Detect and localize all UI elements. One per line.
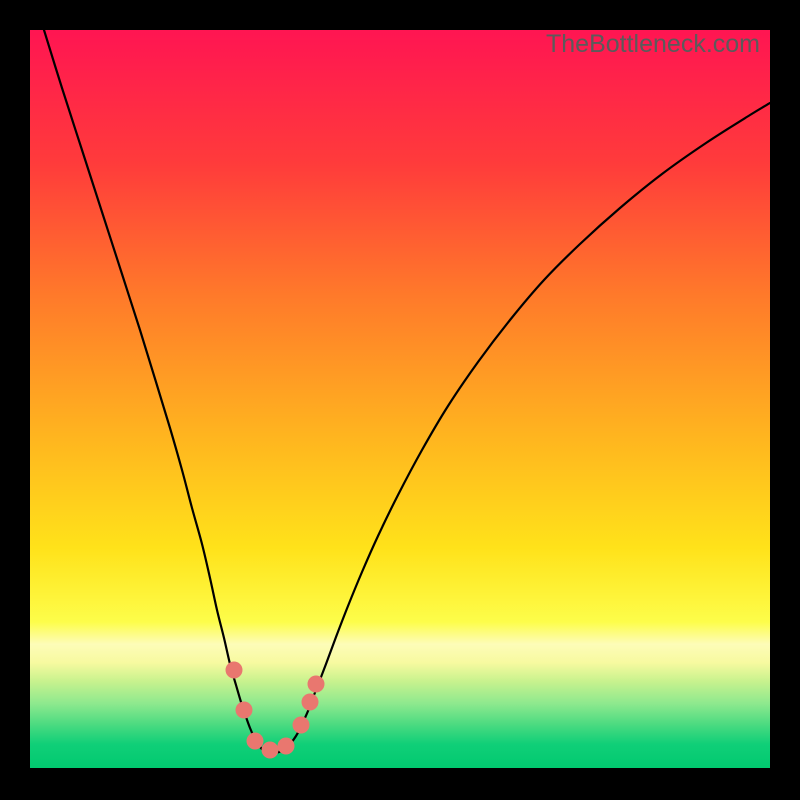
data-marker — [226, 662, 243, 679]
data-marker — [308, 676, 325, 693]
data-marker — [236, 702, 253, 719]
data-marker — [302, 694, 319, 711]
chart-frame: TheBottleneck.com — [0, 0, 800, 800]
data-marker — [262, 742, 279, 759]
data-marker — [247, 733, 264, 750]
gradient-background — [30, 30, 770, 770]
watermark-text: TheBottleneck.com — [546, 30, 760, 59]
data-marker — [278, 738, 295, 755]
chart-svg — [30, 30, 770, 770]
data-marker — [293, 717, 310, 734]
plot-area — [30, 30, 770, 770]
